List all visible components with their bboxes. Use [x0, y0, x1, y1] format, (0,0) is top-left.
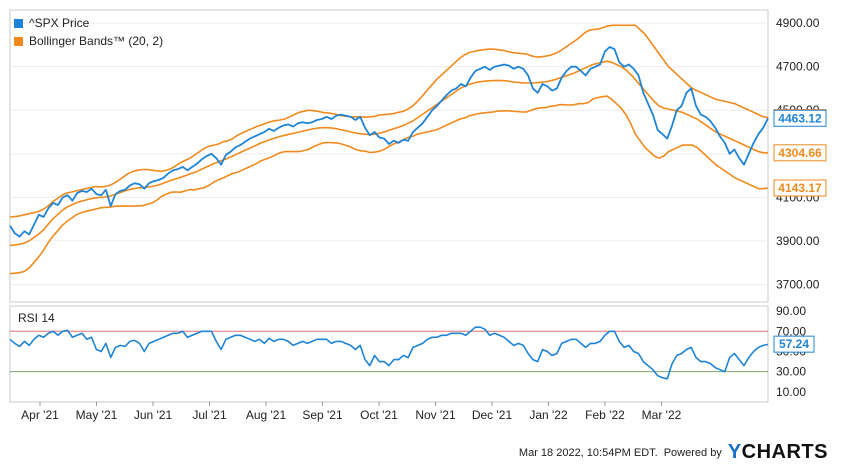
- x-tick-label: Jun '21: [134, 408, 173, 422]
- rsi-value-tag-box: [773, 335, 815, 353]
- legend-swatch-price: [14, 18, 23, 28]
- rsi-y-tick-label: 10.00: [776, 385, 806, 399]
- price-y-tick-label: 3700.00: [776, 278, 820, 292]
- bollinger-middle-band: [9, 60, 769, 247]
- price-y-tick-label: 3900.00: [776, 234, 820, 248]
- rsi-panel-title: RSI 14: [18, 311, 55, 325]
- price-y-tick-label: 4900.00: [776, 16, 820, 30]
- rsi-value-tag-text: 57.24: [779, 337, 809, 351]
- footer-powered-by: Powered by: [663, 446, 722, 459]
- x-tick-label: Feb '22: [585, 408, 625, 422]
- x-tick-label: Sep '21: [302, 408, 343, 422]
- legend: ^SPX Price Bollinger Bands™ (20, 2): [14, 14, 163, 50]
- x-tick-label: Nov '21: [415, 408, 456, 422]
- rsi-y-tick-label: 70.00: [776, 324, 806, 338]
- lower-band-value-tag: 4143.17: [773, 179, 827, 197]
- price-panel-frame: [9, 9, 769, 303]
- rsi-line: [9, 326, 769, 380]
- x-tick-label: Apr '21: [21, 408, 59, 422]
- x-tick-label: Jul '21: [192, 408, 227, 422]
- x-tick-label: Jan '22: [529, 408, 568, 422]
- rsi-y-tick-label: 30.00: [776, 365, 806, 379]
- x-tick-label: May '21: [76, 408, 118, 422]
- footer-timestamp: Mar 18 2022, 10:54PM EDT.: [518, 446, 658, 459]
- x-tick-label: Aug '21: [246, 408, 287, 422]
- price-value-tag-text: 4463.12: [778, 111, 822, 125]
- legend-label-bollinger: Bollinger Bands™ (20, 2): [29, 34, 164, 48]
- x-tick-label: Mar '22: [642, 408, 682, 422]
- middle-band-value-tag: 4304.66: [773, 144, 827, 162]
- rsi-y-tick-label: 90.00: [776, 304, 806, 318]
- spx-price-line: [9, 46, 769, 238]
- ycharts-logo-y: Y: [727, 441, 742, 463]
- footer: Mar 18 2022, 10:54PM EDT. Powered by YCH…: [519, 441, 828, 464]
- middle-band-value-tag-box: [773, 144, 827, 162]
- x-tick-label: Dec '21: [472, 408, 513, 422]
- price-value-tag-box: [773, 109, 827, 127]
- legend-swatch-bollinger: [14, 36, 23, 46]
- middle-band-value-tag-text: 4304.66: [778, 146, 822, 160]
- lower-band-value-tag-text: 4143.17: [778, 181, 822, 195]
- bollinger-upper-band: [9, 24, 769, 218]
- bollinger-lower-band: [9, 95, 769, 275]
- ycharts-logo[interactable]: YCHARTS: [728, 441, 828, 464]
- rsi-panel-frame: [9, 305, 769, 403]
- price-value-tag: 4463.12: [773, 109, 827, 127]
- ycharts-logo-rest: CHARTS: [741, 441, 828, 463]
- lower-band-value-tag-box: [773, 179, 827, 197]
- legend-item-price[interactable]: ^SPX Price: [14, 14, 163, 32]
- x-tick-label: Oct '21: [360, 408, 398, 422]
- legend-item-bollinger[interactable]: Bollinger Bands™ (20, 2): [14, 32, 163, 50]
- price-y-tick-label: 4700.00: [776, 60, 820, 74]
- legend-label-price: ^SPX Price: [29, 16, 90, 30]
